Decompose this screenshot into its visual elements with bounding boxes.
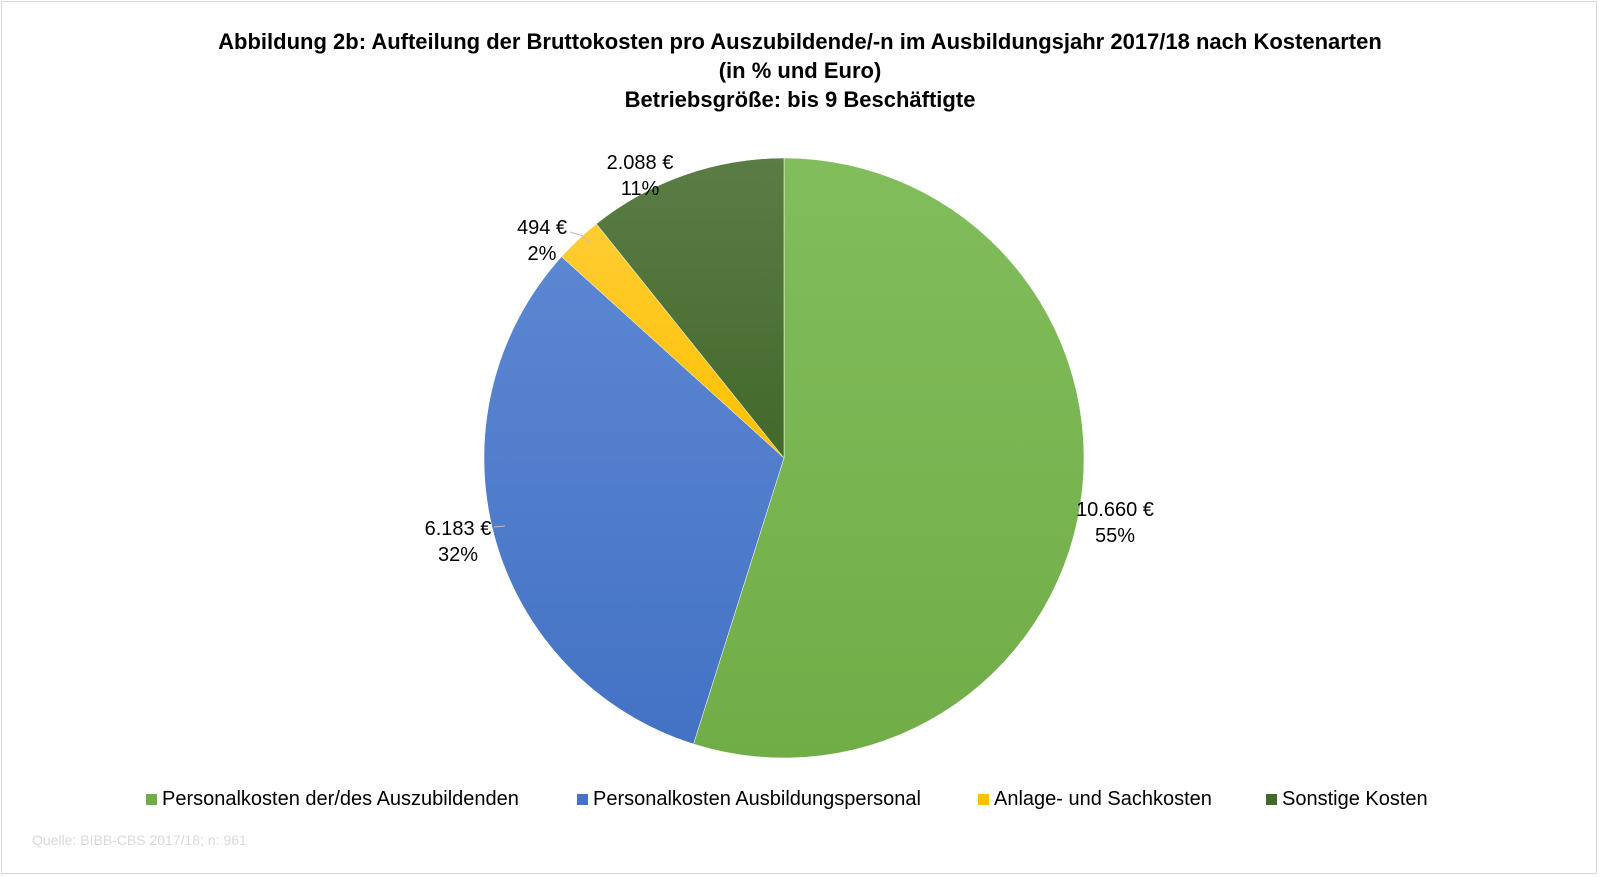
chart-legend: Personalkosten der/des Auszubildenden Per…: [0, 785, 1600, 813]
legend-item: Sonstige Kosten: [1266, 785, 1428, 813]
chart-subtitle: (in % und Euro): [718, 58, 882, 83]
legend-item: Personalkosten Ausbildungspersonal: [577, 785, 921, 813]
legend-swatch: [146, 793, 157, 805]
label-leader-line: [569, 231, 591, 244]
pie-slice-3: [596, 157, 785, 459]
legend-swatch: [978, 793, 989, 805]
label-leader-line: [493, 525, 506, 528]
legend-swatch: [577, 793, 588, 805]
source-note: Quelle: BIBB-CBS 2017/18; n: 961: [32, 832, 247, 848]
slice-percent-label: 32%: [438, 544, 478, 566]
legend-label: Anlage- und Sachkosten: [994, 787, 1212, 810]
slice-percent-label: 2%: [528, 243, 557, 265]
legend-swatch: [1266, 793, 1277, 805]
legend-label: Sonstige Kosten: [1282, 787, 1428, 810]
chart-title: Abbildung 2b: Aufteilung der Bruttokoste…: [218, 29, 1382, 54]
slice-value-label: 10.660 €: [1076, 499, 1154, 521]
legend-label: Personalkosten Ausbildungspersonal: [593, 787, 921, 810]
legend-item: Anlage- und Sachkosten: [978, 785, 1212, 813]
chart-subtitle-size-class: Betriebsgröße: bis 9 Beschäftigte: [624, 87, 976, 112]
legend-item: Personalkosten der/des Auszubildenden: [146, 785, 519, 813]
pie-slice-1: [483, 256, 785, 745]
slice-percent-label: 11%: [621, 178, 660, 200]
slice-percent-label: 55%: [1095, 525, 1135, 547]
slice-value-label: 2.088 €: [607, 152, 674, 174]
pie-slice-0: [693, 157, 1085, 759]
slice-value-label: 6.183 €: [425, 518, 492, 540]
legend-label: Personalkosten der/des Auszubildenden: [162, 787, 519, 810]
slice-value-label: 494 €: [517, 217, 567, 239]
